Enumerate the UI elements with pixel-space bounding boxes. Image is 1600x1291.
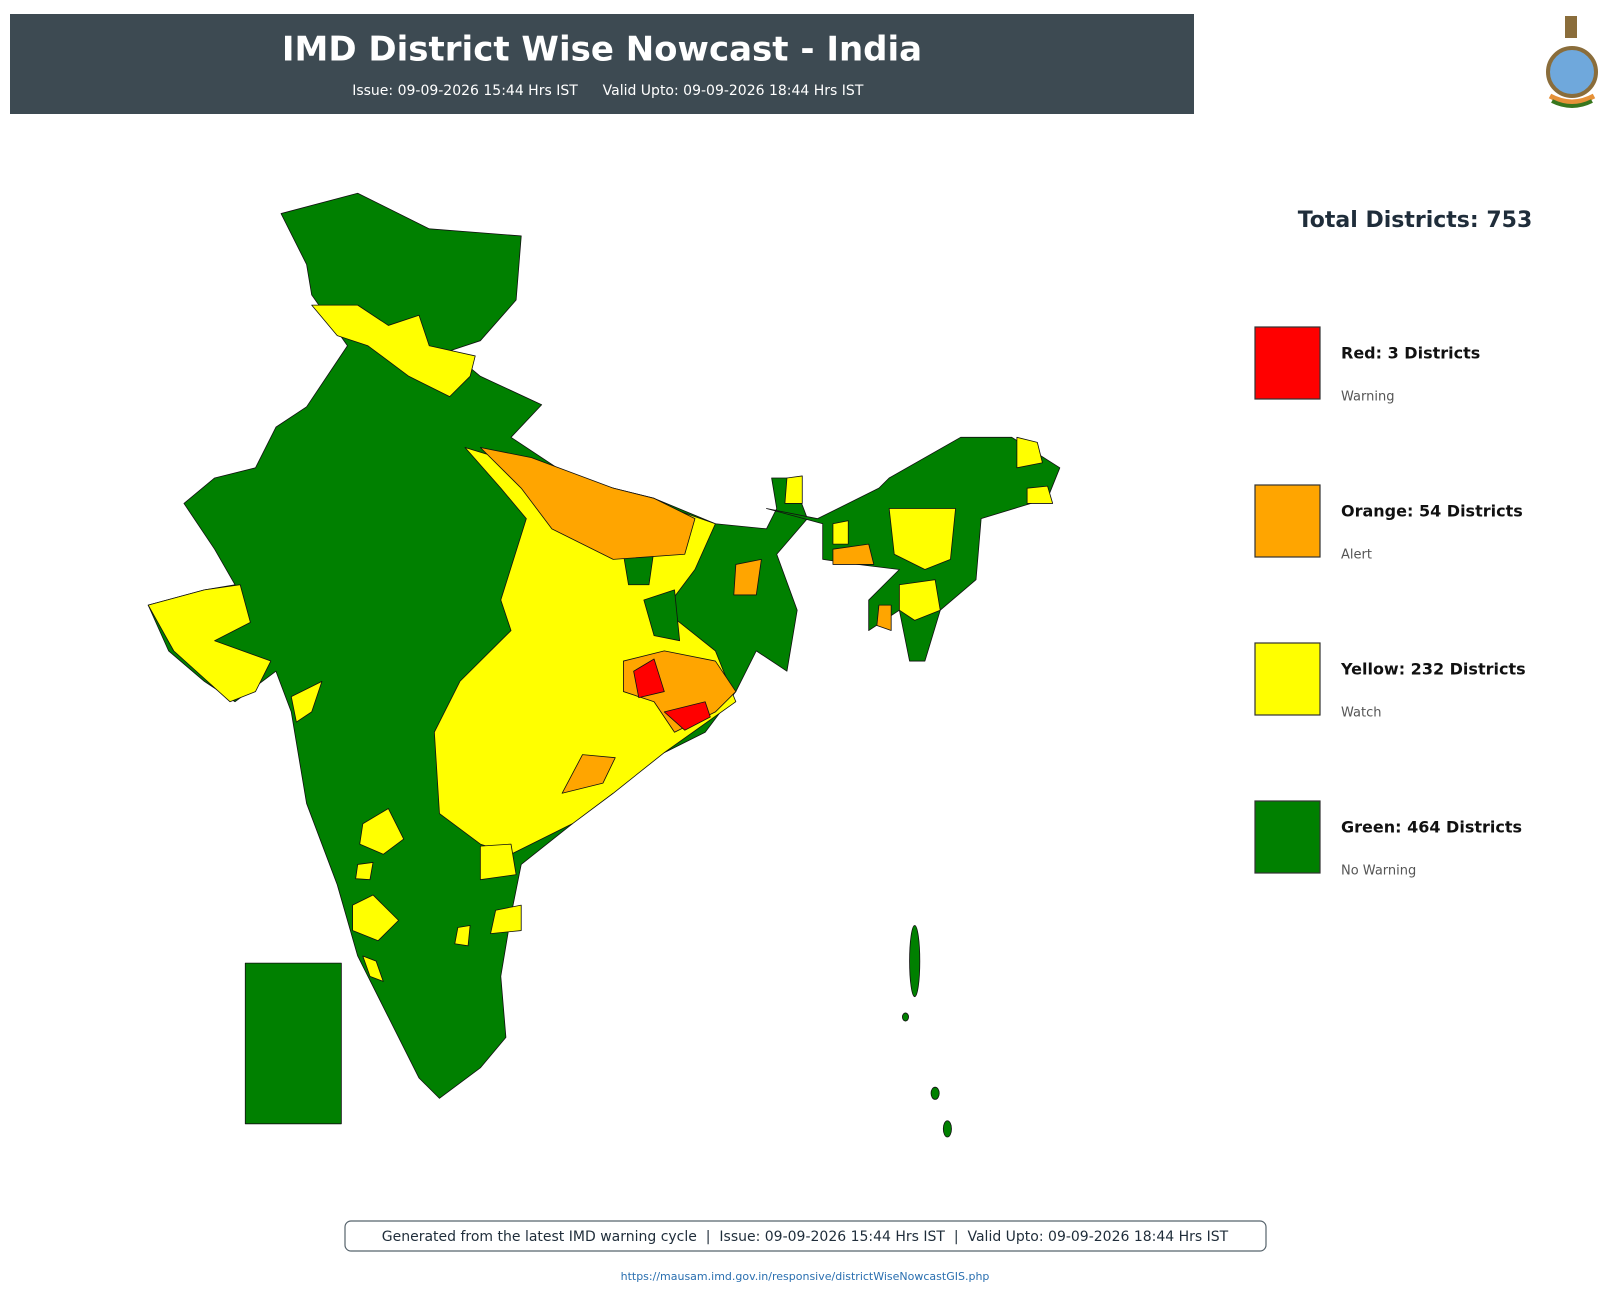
title: IMD District Wise Nowcast - India: [282, 30, 922, 70]
legend-description: Warning: [1341, 390, 1394, 405]
total-districts: Total Districts: 753: [1298, 208, 1533, 233]
legend-description: No Warning: [1341, 864, 1416, 879]
source-url: https://mausam.imd.gov.in/responsive/dis…: [621, 1270, 990, 1283]
emblem: [1546, 16, 1598, 108]
legend-description: Watch: [1341, 706, 1381, 721]
valid-time: Valid Upto: 09-09-2026 18:44 Hrs IST: [603, 83, 864, 99]
legend-label: Orange: 54 Districts: [1341, 502, 1523, 521]
footer-box: [344, 1220, 1267, 1252]
legend-label: Yellow: 232 Districts: [1340, 660, 1526, 679]
issue-time: Issue: 09-09-2026 15:44 Hrs IST: [352, 83, 578, 99]
legend-swatch: [1254, 326, 1321, 400]
legend-label: Green: 464 Districts: [1341, 818, 1522, 837]
legend-swatch: [1254, 484, 1321, 558]
legend-swatch: [1254, 800, 1321, 874]
header-bar: [10, 14, 1194, 114]
india-map: [147, 192, 1061, 1138]
legend-label: Red: 3 Districts: [1341, 344, 1480, 363]
footer-note: Generated from the latest IMD warning cy…: [382, 1229, 1229, 1245]
legend-description: Alert: [1341, 548, 1372, 563]
legend-swatch: [1254, 642, 1321, 716]
legend: Red: 3 Districts Warning Orange: 54 Distri…: [1254, 326, 1526, 879]
